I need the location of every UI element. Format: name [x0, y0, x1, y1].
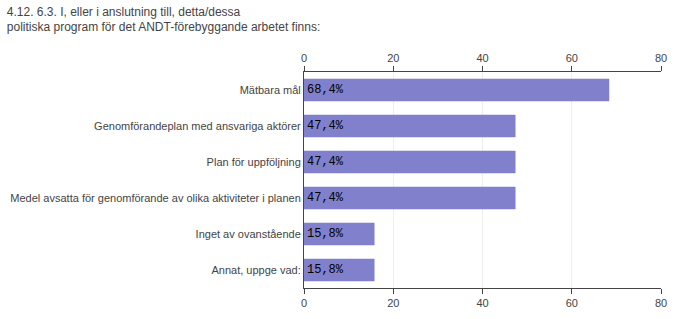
svg-text:40: 40 [476, 297, 488, 309]
svg-text:4.12. 6.3. I, eller i anslutni: 4.12. 6.3. I, eller i anslutning till, d… [7, 5, 321, 35]
svg-text:Annat, uppge vad:: Annat, uppge vad: [212, 264, 301, 276]
svg-text:0: 0 [301, 297, 307, 309]
svg-text:60: 60 [566, 297, 578, 309]
svg-text:20: 20 [387, 297, 399, 309]
svg-text:80: 80 [655, 297, 667, 309]
svg-text:68,4%: 68,4% [307, 83, 344, 97]
svg-text:Inget av ovanstående: Inget av ovanstående [196, 228, 301, 240]
svg-text:20: 20 [387, 52, 399, 64]
svg-text:Genomförandeplan med ansvariga: Genomförandeplan med ansvariga aktörer [94, 120, 301, 132]
svg-text:Medel avsatta för genomförande: Medel avsatta för genomförande av olika … [10, 192, 300, 204]
svg-text:Plan för uppföljning: Plan för uppföljning [207, 156, 301, 168]
svg-text:47,4%: 47,4% [307, 191, 344, 205]
svg-text:60: 60 [566, 52, 578, 64]
svg-text:0: 0 [301, 52, 307, 64]
svg-text:Mätbara mål: Mätbara mål [240, 84, 301, 96]
svg-text:47,4%: 47,4% [307, 119, 344, 133]
svg-text:15,8%: 15,8% [307, 263, 344, 277]
svg-text:47,4%: 47,4% [307, 155, 344, 169]
svg-text:80: 80 [655, 52, 667, 64]
svg-text:40: 40 [476, 52, 488, 64]
svg-text:15,8%: 15,8% [307, 227, 344, 241]
